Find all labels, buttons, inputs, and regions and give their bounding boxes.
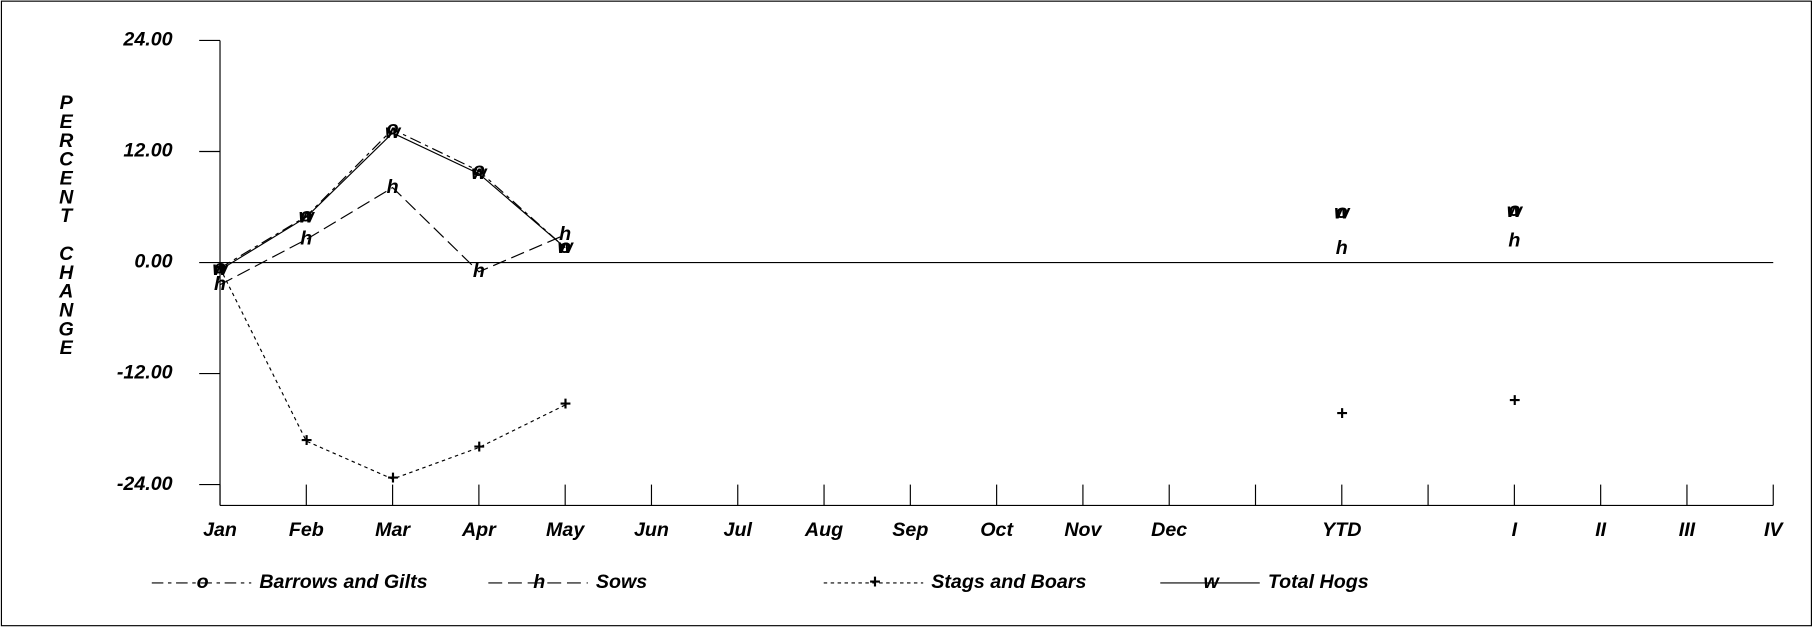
point-marker: h: [1508, 229, 1520, 251]
legend-label: Barrows and Gilts: [259, 571, 427, 593]
point-marker: h: [214, 273, 226, 295]
x-tick-label: Jan: [203, 519, 237, 541]
point-marker: w: [471, 162, 488, 184]
point-marker: +: [387, 467, 399, 489]
x-tick-label: III: [1679, 519, 1696, 541]
point-marker: w: [212, 258, 229, 280]
x-tick-label: Sep: [892, 519, 928, 541]
x-tick-label: Jun: [634, 519, 669, 541]
point-marker: o: [559, 236, 571, 258]
point-marker: o: [1336, 201, 1348, 223]
series-line: [220, 129, 1514, 268]
legend-label: Sows: [596, 571, 647, 593]
point-marker: o: [214, 256, 226, 278]
series-line: [220, 133, 1514, 270]
x-tick-label: YTD: [1322, 519, 1361, 541]
point-marker: h: [300, 228, 312, 250]
x-tick-label: Dec: [1151, 519, 1187, 541]
x-tick-label: IV: [1764, 519, 1784, 541]
x-tick-label: Jul: [724, 519, 753, 541]
point-marker: +: [301, 429, 313, 451]
legend-label: Total Hogs: [1268, 571, 1369, 593]
y-tick-label: 24.00: [122, 29, 172, 51]
point-marker: h: [1336, 237, 1348, 259]
x-tick-label: I: [1512, 519, 1518, 541]
y-tick-label: 12.00: [123, 140, 172, 162]
point-marker: +: [1336, 402, 1348, 424]
legend-marker: +: [869, 571, 881, 593]
point-marker: w: [558, 236, 575, 258]
x-tick-label: II: [1595, 519, 1606, 541]
point-marker: w: [1334, 202, 1351, 224]
x-tick-label: Mar: [375, 519, 411, 541]
legend-label: Stags and Boars: [931, 571, 1086, 593]
point-marker: h: [387, 176, 399, 198]
point-marker: w: [1507, 200, 1524, 222]
point-marker: o: [387, 117, 399, 139]
series-line: [220, 188, 1514, 285]
x-tick-label: Oct: [980, 519, 1014, 541]
point-marker: o: [473, 159, 485, 181]
point-marker: +: [214, 256, 226, 278]
point-marker: w: [299, 205, 316, 227]
x-tick-label: Nov: [1064, 519, 1102, 541]
x-tick-label: Apr: [461, 519, 497, 541]
legend-marker: h: [533, 571, 545, 593]
point-marker: o: [300, 204, 312, 226]
point-marker: h: [559, 223, 571, 245]
y-tick-label: -24.00: [117, 473, 173, 495]
x-tick-label: May: [546, 519, 585, 541]
point-marker: o: [1508, 199, 1520, 221]
series-line: [220, 268, 1514, 479]
y-tick-label: -12.00: [117, 362, 173, 384]
x-tick-label: Aug: [804, 519, 843, 541]
point-marker: +: [1509, 390, 1521, 412]
point-marker: w: [385, 121, 402, 143]
point-marker: h: [473, 260, 485, 282]
point-marker: +: [473, 436, 485, 458]
point-marker: +: [559, 393, 571, 415]
y-tick-label: 0.00: [134, 251, 172, 273]
x-tick-label: Feb: [289, 519, 324, 541]
legend-marker: o: [197, 571, 209, 593]
legend-marker: w: [1204, 571, 1221, 593]
